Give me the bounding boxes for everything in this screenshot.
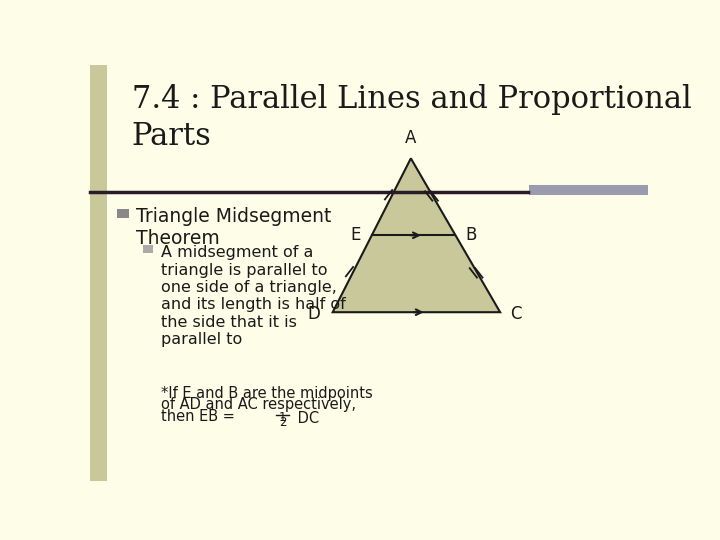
Bar — [143, 245, 153, 253]
Text: Triangle Midsegment
Theorem: Triangle Midsegment Theorem — [136, 207, 331, 248]
Text: E: E — [350, 226, 361, 244]
Text: DC: DC — [292, 411, 319, 426]
Text: D: D — [307, 305, 320, 323]
Bar — [117, 208, 129, 218]
Polygon shape — [333, 158, 500, 312]
Text: then EB =: then EB = — [161, 409, 239, 424]
Text: 1: 1 — [279, 411, 287, 424]
Text: A midsegment of a
triangle is parallel to
one side of a triangle,
and its length: A midsegment of a triangle is parallel t… — [161, 245, 346, 347]
Bar — [529, 185, 648, 194]
Text: 7.4 : Parallel Lines and Proportional: 7.4 : Parallel Lines and Proportional — [132, 84, 692, 114]
Text: of AD and AC respectively,: of AD and AC respectively, — [161, 397, 356, 413]
Text: A: A — [405, 129, 417, 147]
Bar — [90, 65, 107, 481]
Text: C: C — [510, 305, 522, 323]
Text: 2: 2 — [279, 416, 287, 429]
Text: Parts: Parts — [132, 121, 212, 152]
Text: B: B — [466, 226, 477, 244]
Text: *If E and B are the midpoints: *If E and B are the midpoints — [161, 386, 373, 401]
